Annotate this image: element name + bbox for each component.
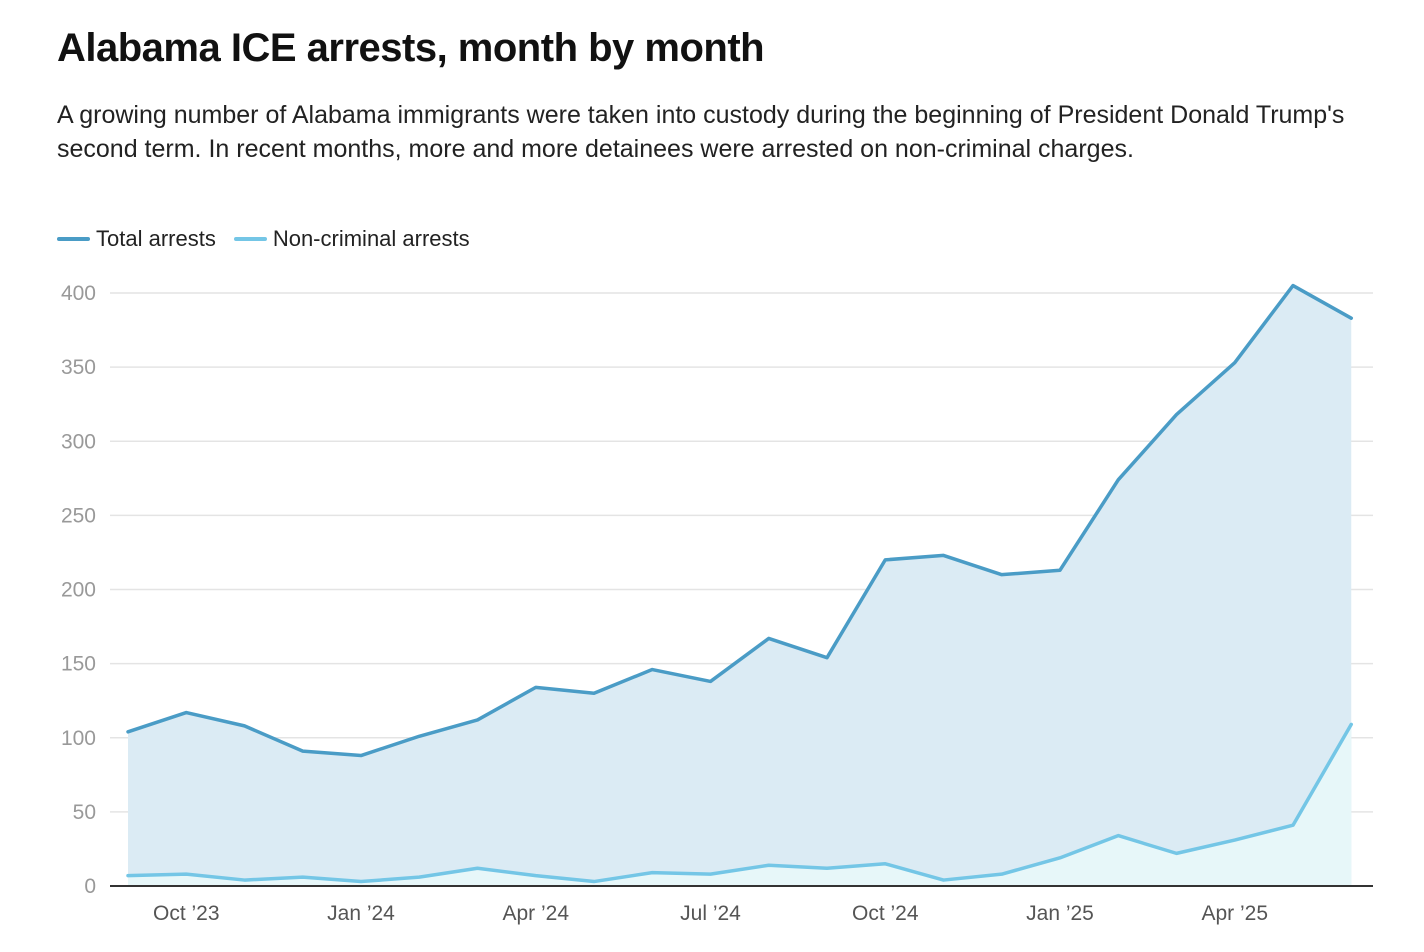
legend-label-total: Total arrests bbox=[96, 226, 216, 251]
x-tick-label-6: Apr ’25 bbox=[1201, 902, 1268, 925]
y-tick-label-150: 150 bbox=[61, 653, 96, 676]
y-tick-label-0: 0 bbox=[84, 875, 96, 898]
line-noncriminal-arrests bbox=[126, 722, 1353, 884]
legend-swatch-noncriminal bbox=[233, 237, 267, 241]
x-tick-label-1: Jan ’24 bbox=[327, 902, 395, 925]
area-noncriminal-arrests bbox=[128, 724, 1352, 886]
x-tick-label-2: Apr ’24 bbox=[502, 902, 569, 925]
x-tick-label-0: Oct ’23 bbox=[153, 902, 220, 925]
legend-item-total: Total arrests bbox=[57, 226, 216, 252]
legend-swatch-total bbox=[57, 237, 90, 241]
y-tick-label-50: 50 bbox=[73, 801, 96, 824]
y-tick-label-250: 250 bbox=[61, 504, 96, 527]
line-total-arrests bbox=[126, 283, 1353, 758]
chart-subtitle: A growing number of Alabama immigrants w… bbox=[57, 101, 1345, 163]
y-tick-label-300: 300 bbox=[61, 430, 96, 453]
area-total-arrests bbox=[128, 285, 1352, 886]
x-tick-label-5: Jan ’25 bbox=[1026, 902, 1094, 925]
x-tick-label-3: Jul ’24 bbox=[680, 902, 741, 925]
chart-title: Alabama ICE arrests, month by month bbox=[57, 26, 765, 70]
legend-label-noncriminal: Non-criminal arrests bbox=[272, 226, 470, 251]
x-tick-label-4: Oct ’24 bbox=[852, 902, 919, 925]
y-tick-label-400: 400 bbox=[61, 282, 96, 305]
y-tick-label-200: 200 bbox=[61, 579, 96, 602]
legend-item-noncriminal: Non-criminal arrests bbox=[233, 226, 470, 252]
legend: Total arrests Non-criminal arrests bbox=[57, 226, 470, 252]
y-tick-label-100: 100 bbox=[61, 727, 96, 750]
y-tick-label-350: 350 bbox=[61, 356, 96, 379]
